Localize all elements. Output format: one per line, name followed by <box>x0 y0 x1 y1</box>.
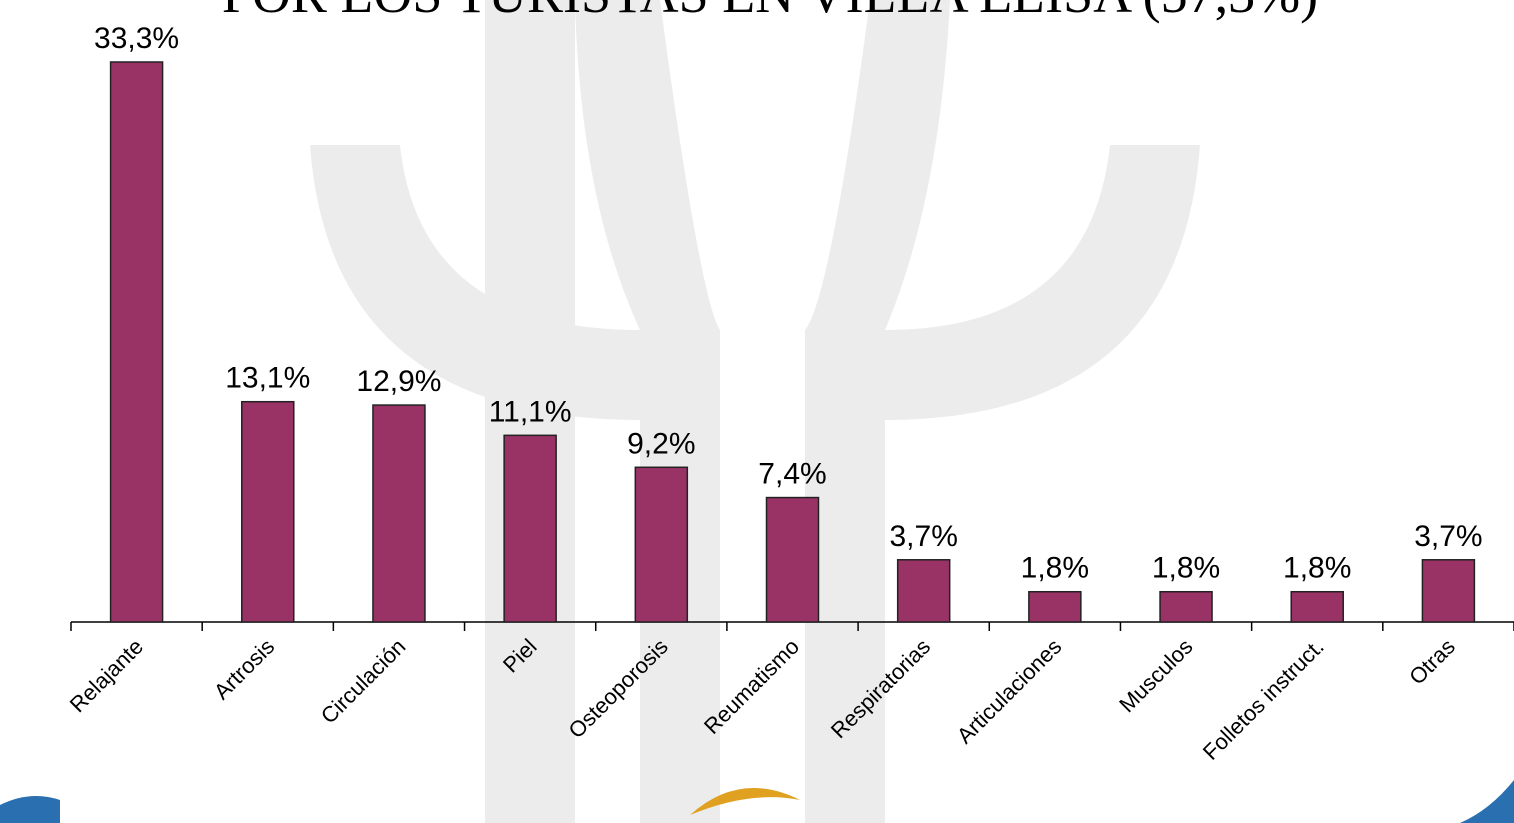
x-tick-label: Otras <box>1404 634 1460 690</box>
value-label: 33,3% <box>94 22 179 55</box>
value-label: 7,4% <box>758 458 826 491</box>
bar <box>241 400 295 623</box>
bar <box>1290 590 1344 623</box>
value-label: 1,8% <box>1283 552 1351 585</box>
value-label: 3,7% <box>1414 520 1482 553</box>
bar <box>634 466 689 623</box>
bar <box>896 559 951 623</box>
chart-title: POR LOS TURISTAS EN VILLA ELISA (57,3%) <box>222 0 1318 24</box>
value-label: 9,2% <box>627 427 695 460</box>
x-tick-label: Artrosis <box>209 634 279 704</box>
decoration <box>1460 780 1514 823</box>
x-tick-label: Relajante <box>65 634 148 717</box>
decoration <box>690 788 800 815</box>
bar <box>1421 559 1476 623</box>
value-label: 3,7% <box>889 520 957 553</box>
decoration <box>0 796 60 823</box>
x-tick-label: Folletos instruct. <box>1198 634 1329 765</box>
value-label: 12,9% <box>356 365 441 398</box>
bar <box>109 61 164 623</box>
value-label: 1,8% <box>1152 552 1220 585</box>
bar <box>372 404 426 623</box>
x-tick-label: Circulación <box>316 634 411 729</box>
value-label: 1,8% <box>1021 552 1089 585</box>
bar <box>503 434 557 623</box>
value-label: 13,1% <box>225 362 310 395</box>
x-tick-label: Musculos <box>1114 634 1197 717</box>
bar <box>1028 590 1082 623</box>
value-label: 11,1% <box>489 395 572 428</box>
bar <box>765 496 820 623</box>
bar <box>1159 590 1213 623</box>
x-tick-label: Articulaciones <box>952 634 1067 749</box>
